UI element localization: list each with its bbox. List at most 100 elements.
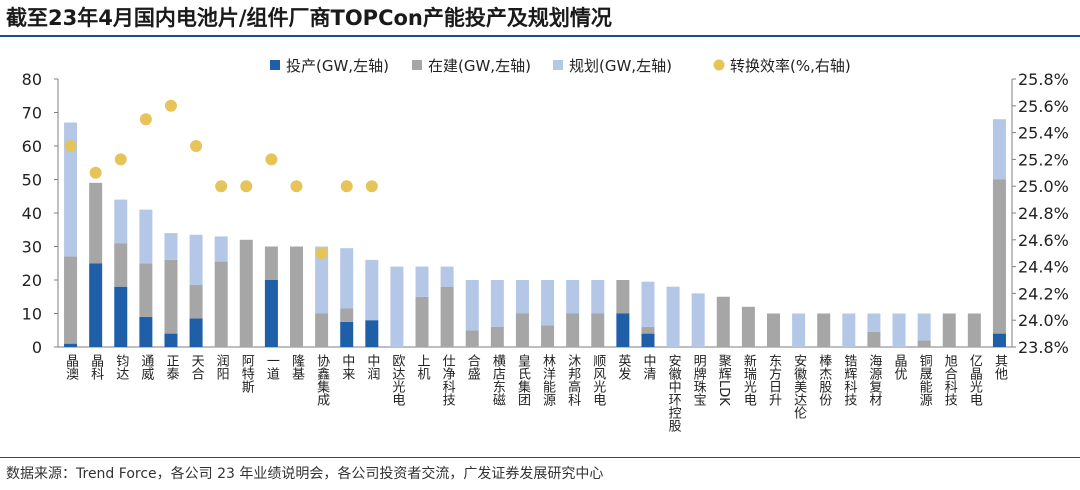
bar-segment: [490, 326, 504, 347]
bar-segment: [691, 293, 705, 347]
bar-segment: [716, 296, 730, 347]
x-tick-label: 中润: [364, 354, 380, 380]
bar-segment: [616, 313, 630, 347]
bar-segment: [917, 313, 931, 341]
bar-segment: [767, 313, 780, 347]
title-divider: [0, 35, 1080, 37]
x-tick-label: 其他: [992, 354, 1008, 381]
efficiency-points: [64, 99, 378, 260]
bar-segment: [465, 280, 479, 331]
left-tick-label: 70: [22, 104, 42, 123]
bar-segment: [64, 122, 78, 257]
left-tick-label: 10: [22, 305, 42, 324]
bar-segment: [541, 325, 555, 347]
legend-label: 投产(GW,左轴): [286, 57, 389, 75]
bar-segment: [591, 280, 605, 314]
bar-segment: [741, 306, 755, 347]
source-divider: [0, 457, 1080, 458]
right-tick-label: 25.8%: [1018, 70, 1069, 89]
bar-segment: [415, 296, 429, 347]
bar-segment: [792, 313, 806, 347]
efficiency-point: [139, 113, 152, 126]
bar-segment: [214, 236, 228, 262]
x-tick-label: 一道: [264, 354, 280, 380]
bar-segment: [867, 331, 881, 347]
source-note: 数据来源：Trend Force，各公司 23 年业绩说明会，各公司投资者交流，…: [6, 466, 604, 482]
right-tick-label: 25.2%: [1018, 150, 1069, 169]
axes: 0 10 20 30 40 50 60 70 80 23.8% 24.0% 24.2% 24.4% 24.…: [22, 70, 1069, 357]
bar-segment: [967, 313, 981, 347]
bar-segment: [315, 313, 329, 347]
bar-segment: [591, 313, 605, 347]
x-tick-label: 旭合科技: [942, 354, 958, 406]
efficiency-point: [215, 180, 228, 193]
bar-segment: [641, 333, 655, 347]
left-tick-label: 20: [22, 271, 42, 290]
x-tick-label: 润阳: [214, 354, 230, 380]
x-tick-label: 顺风光电: [590, 354, 606, 406]
bar-segment: [942, 313, 956, 347]
right-tick-label: 24.6%: [1018, 231, 1069, 250]
x-tick-label: 协鑫集成: [314, 354, 330, 407]
bar-segment: [89, 263, 103, 347]
bar-segment: [440, 266, 454, 287]
right-tick-label: 24.4%: [1018, 258, 1069, 277]
x-tick-label: 通威: [138, 354, 154, 380]
legend-swatch: [553, 60, 563, 70]
bar-segment: [189, 318, 203, 347]
efficiency-point: [365, 180, 378, 193]
bar-segment: [340, 321, 354, 347]
x-tick-label: 晶优: [892, 354, 908, 381]
bar-segment: [365, 259, 379, 321]
bar-segment: [340, 308, 354, 322]
right-tick-label: 23.8%: [1018, 338, 1069, 357]
right-tick-label: 24.0%: [1018, 311, 1069, 330]
bar-segment: [264, 246, 278, 280]
x-tick-label: 横店东磁: [490, 354, 506, 406]
x-tick-label: 正泰: [163, 354, 179, 380]
x-tick-label: 棒杰股份: [816, 354, 832, 406]
x-tick-label: 阿特斯: [239, 354, 255, 394]
bar-segment: [515, 313, 529, 347]
bar-segment: [515, 280, 529, 314]
bar-segment: [114, 243, 128, 287]
efficiency-point: [64, 140, 77, 152]
legend-marker: [713, 59, 725, 71]
bars: [64, 119, 1006, 347]
efficiency-point: [265, 153, 278, 166]
x-tick-label: 铜晟能源: [917, 354, 933, 406]
bar-segment: [365, 320, 379, 347]
bar-segment: [541, 280, 555, 326]
legend: 投产(GW,左轴) 在建(GW,左轴) 规划(GW,左轴) 转换效率(%,右轴): [270, 57, 851, 75]
bar-segment: [566, 313, 580, 347]
x-tick-label: 英发: [615, 354, 631, 380]
bar-segment: [315, 246, 329, 314]
left-tick-label: 60: [22, 137, 42, 156]
x-tick-label: 晶科: [88, 354, 104, 380]
right-tick-label: 24.8%: [1018, 204, 1069, 223]
bar-segment: [139, 316, 153, 347]
bar-segment: [239, 239, 253, 347]
x-tick-label: 东方日升: [766, 354, 782, 406]
bar-segment: [666, 286, 680, 347]
x-tick-label: 仕净科技: [440, 354, 456, 406]
bar-segment: [164, 233, 178, 260]
bar-segment: [139, 263, 153, 317]
x-tick-label: 中清: [640, 354, 656, 380]
bar-segment: [992, 119, 1006, 180]
efficiency-point: [164, 99, 177, 112]
bar-segment: [566, 280, 580, 314]
bar-segment: [189, 285, 203, 319]
bar-segment: [867, 313, 881, 332]
x-tick-label: 钧达: [113, 354, 128, 381]
x-tick-label: 聚辉LDK: [716, 354, 732, 406]
bar-segment: [490, 280, 504, 327]
left-tick-label: 0: [32, 338, 42, 357]
bar-segment: [139, 209, 153, 264]
right-tick-label: 25.0%: [1018, 177, 1069, 196]
legend-label: 在建(GW,左轴): [428, 57, 531, 75]
efficiency-point: [240, 180, 253, 193]
bar-segment: [892, 313, 906, 347]
legend-label: 规划(GW,左轴): [569, 57, 672, 75]
bar-segment: [114, 286, 128, 347]
